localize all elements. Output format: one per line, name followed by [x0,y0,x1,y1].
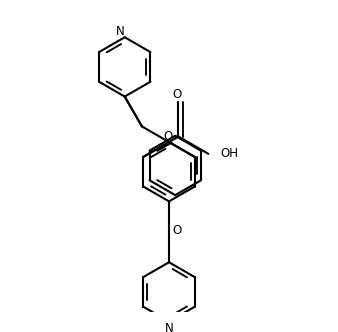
Text: OH: OH [220,147,238,160]
Text: O: O [172,224,182,237]
Text: O: O [172,88,182,101]
Text: N: N [165,322,173,332]
Text: N: N [116,25,124,38]
Text: O: O [163,130,172,143]
